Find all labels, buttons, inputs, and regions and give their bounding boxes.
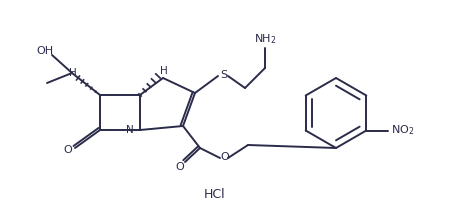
Text: OH: OH [36, 46, 54, 56]
Text: NO$_2$: NO$_2$ [391, 124, 414, 137]
Text: N: N [126, 125, 134, 135]
Text: O: O [176, 162, 185, 172]
Text: O: O [220, 152, 229, 162]
Text: HCl: HCl [204, 188, 226, 202]
Text: H: H [69, 68, 77, 78]
Text: H: H [160, 66, 168, 76]
Text: O: O [64, 145, 72, 155]
Text: S: S [220, 70, 227, 80]
Text: NH$_2$: NH$_2$ [254, 32, 276, 46]
